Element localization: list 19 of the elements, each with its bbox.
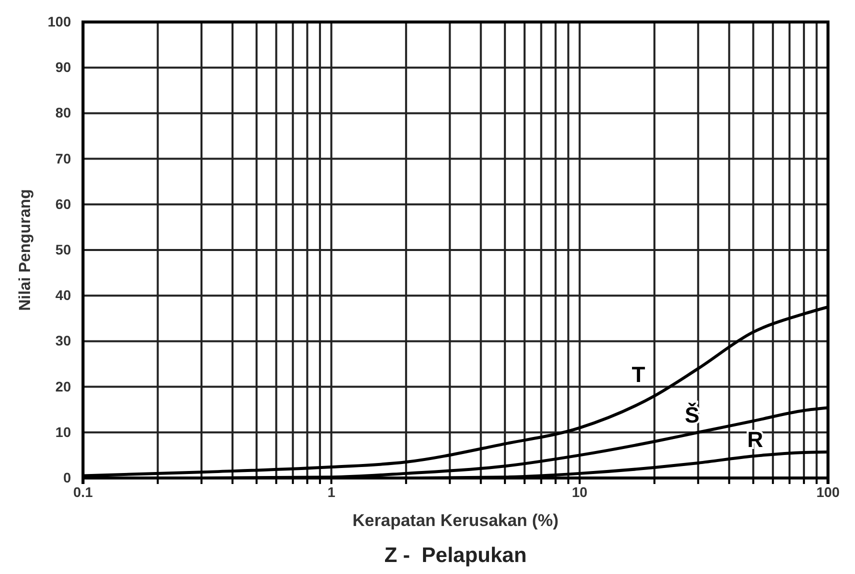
y-tick-label: 60 [55, 196, 72, 212]
y-tick-label: 20 [55, 378, 72, 394]
y-tick-label: 30 [55, 332, 72, 349]
series-label: T [632, 362, 646, 387]
y-tick-label: 90 [55, 59, 72, 76]
y-tick-label: 100 [48, 13, 72, 30]
y-tick-label: 10 [55, 424, 72, 440]
x-axis-title: Kerapatan Kerusakan (%) [352, 511, 558, 530]
x-tick-label: 10 [572, 484, 588, 500]
y-axis-title: Nilai Pengurang [17, 189, 34, 311]
x-tick-label: 100 [816, 484, 840, 500]
y-tick-label: 40 [55, 287, 72, 304]
y-tick-label: 70 [55, 150, 72, 166]
text: Z - Pelapukan [384, 544, 527, 567]
x-tick-label: 0.1 [73, 484, 93, 500]
y-tick-label: 50 [55, 241, 72, 258]
y-tick-label: 0 [63, 469, 72, 486]
y-tick-label: 80 [55, 104, 72, 121]
x-tick-label: 1 [327, 484, 336, 500]
